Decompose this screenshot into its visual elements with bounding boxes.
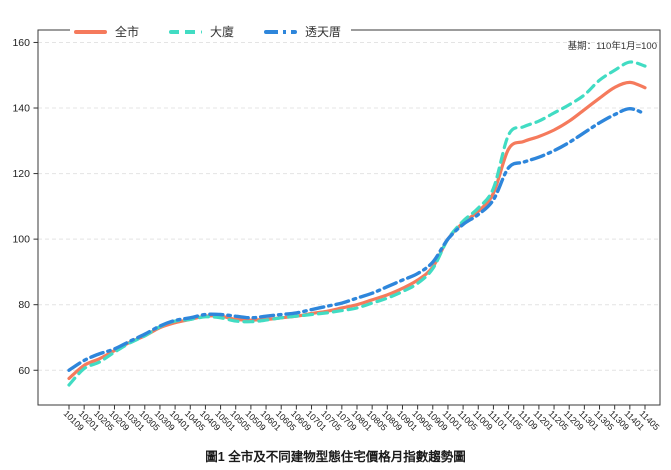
y-tick-label: 120 [12, 168, 30, 180]
plot-border [37, 29, 661, 406]
base-period-note: 基期：110年1月=100 [567, 41, 657, 52]
y-tick-label: 160 [12, 37, 30, 49]
x-axis: 1010910201102051020910301103051030910401… [62, 405, 662, 433]
series-line-2 [67, 107, 647, 372]
series-line-1 [67, 60, 647, 387]
legend-item-townhouse[interactable]: 透天厝 [264, 25, 341, 39]
legend-label-condo: 大廈 [210, 25, 235, 39]
gridlines [38, 41, 660, 371]
y-tick-label: 60 [18, 365, 30, 377]
legend-label-townhouse: 透天厝 [305, 25, 342, 39]
series-lines [67, 60, 647, 387]
legend-label-citywide: 全市 [115, 25, 140, 39]
y-tick-label: 100 [12, 234, 30, 246]
y-axis: 60 80 100 120 140 160 [12, 37, 38, 377]
legend-item-citywide[interactable]: 全市 [74, 25, 139, 39]
legend-item-condo[interactable]: 大廈 [169, 25, 234, 39]
citywide-line-swatch-icon [74, 30, 107, 34]
condo-line-swatch-icon [169, 30, 203, 34]
chart-caption: 圖1 全市及不同建物型態住宅價格月指數趨勢圖 [205, 450, 466, 464]
y-tick-label: 140 [12, 103, 30, 115]
townhouse-line-swatch-icon [264, 30, 298, 34]
chart-legend: 全市 大廈 透天厝 [70, 23, 352, 41]
series-line-0 [67, 80, 647, 381]
y-tick-label: 80 [18, 299, 30, 311]
